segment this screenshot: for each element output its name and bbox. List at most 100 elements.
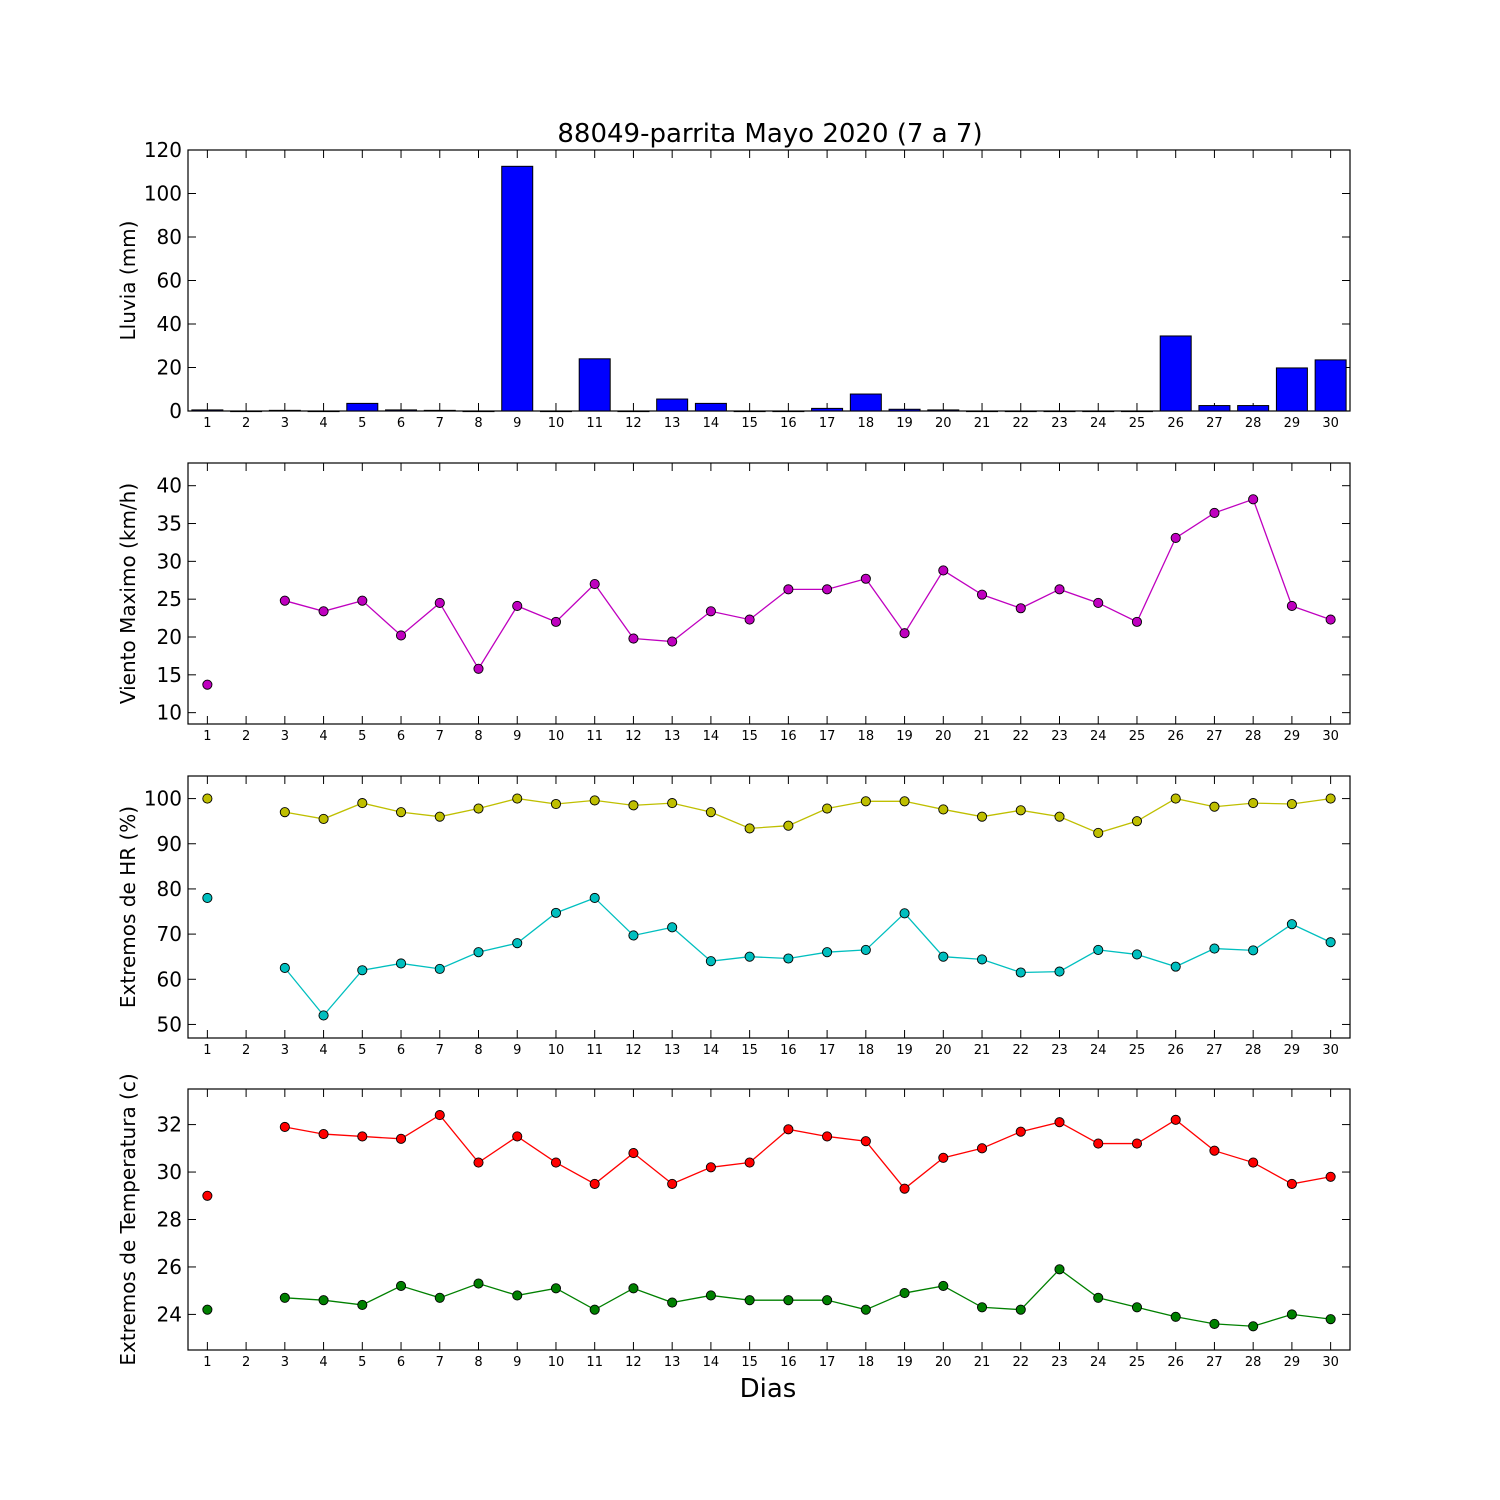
data-point (1054, 1264, 1065, 1275)
data-point (1248, 1157, 1259, 1168)
data-point (1209, 1145, 1220, 1156)
data-point (667, 1297, 678, 1308)
x-tick-label: 14 (703, 1043, 720, 1058)
x-tick-label: 22 (1012, 416, 1029, 431)
x-tick-label: 26 (1167, 1043, 1184, 1058)
data-point (822, 1131, 833, 1142)
data-point (318, 1295, 329, 1306)
x-tick-label: 16 (780, 1043, 797, 1058)
data-point (279, 807, 290, 818)
y-tick-label: 26 (157, 1255, 182, 1279)
data-point (395, 1133, 407, 1144)
data-point (1325, 793, 1336, 804)
series-line (284, 498, 1331, 671)
data-point (1209, 1318, 1220, 1329)
x-tick-label: 8 (474, 1355, 482, 1370)
data-point (1170, 961, 1181, 972)
x-tick-label: 13 (664, 416, 681, 431)
x-tick-label: 23 (1051, 1043, 1068, 1058)
data-point (744, 1157, 755, 1168)
data-point (550, 798, 562, 810)
data-point (744, 1295, 755, 1306)
data-point (822, 947, 833, 958)
x-tick-label: 3 (281, 1043, 289, 1058)
x-tick-label: 13 (664, 729, 681, 744)
x-tick-label: 21 (974, 1355, 991, 1370)
data-point (1015, 1126, 1026, 1137)
y-tick-label: 15 (157, 663, 182, 687)
x-tick-label: 14 (703, 729, 720, 744)
data-point (589, 1304, 600, 1315)
data-point (279, 1292, 290, 1303)
data-point (1286, 600, 1297, 612)
y-axis-label: Extremos de Temperatura (c) (116, 1073, 140, 1365)
y-tick-label: 60 (157, 967, 182, 991)
x-tick-label: 2 (242, 1043, 250, 1058)
data-point (938, 804, 949, 815)
data-point (783, 1124, 794, 1135)
bar (694, 402, 727, 412)
bar (927, 409, 960, 412)
data-point (318, 1010, 329, 1021)
x-tick-label: 17 (819, 729, 836, 744)
x-tick-label: 12 (625, 729, 642, 744)
x-tick-label: 25 (1129, 1043, 1146, 1058)
x-tick-label: 13 (664, 1355, 681, 1370)
x-tick-label: 23 (1051, 1355, 1068, 1370)
data-point (899, 1288, 910, 1299)
bar (617, 410, 650, 413)
data-point (1209, 943, 1220, 954)
x-tick-label: 27 (1206, 1355, 1223, 1370)
x-tick-label: 24 (1090, 416, 1107, 431)
data-point (976, 954, 988, 965)
series-line (284, 1268, 1331, 1327)
data-point (357, 1131, 368, 1142)
bar (1314, 359, 1347, 412)
x-tick-label: 4 (319, 416, 327, 431)
x-tick-label: 1 (203, 416, 211, 431)
data-point (1131, 1138, 1143, 1149)
plot-frame (187, 1088, 1351, 1351)
y-tick-label: 60 (157, 269, 182, 293)
data-point (512, 938, 523, 949)
x-tick-label: 22 (1012, 1043, 1029, 1058)
x-tick-label: 18 (858, 729, 875, 744)
data-point (589, 795, 600, 806)
bar (849, 393, 882, 412)
data-point (976, 1143, 988, 1154)
data-point (938, 951, 949, 962)
x-tick-label: 16 (780, 416, 797, 431)
y-axis-label: Viento Maximo (km/h) (116, 483, 140, 704)
data-point (357, 965, 368, 976)
data-point (1093, 944, 1104, 955)
x-tick-label: 1 (203, 1043, 211, 1058)
x-tick-label: 7 (436, 1355, 444, 1370)
x-tick-label: 9 (513, 1043, 521, 1058)
x-tick-label: 11 (586, 1355, 603, 1370)
data-point (1248, 494, 1259, 505)
x-tick-label: 15 (741, 1355, 758, 1370)
y-tick-label: 10 (157, 701, 182, 725)
data-point (473, 1157, 484, 1168)
bar (811, 407, 844, 412)
x-tick-label: 29 (1284, 1043, 1301, 1058)
bar (385, 409, 418, 412)
data-point (512, 600, 523, 612)
x-tick-label: 10 (548, 1043, 565, 1058)
bar (1004, 410, 1037, 413)
data-point (628, 930, 639, 941)
bar (656, 398, 689, 412)
data-point (667, 798, 678, 809)
data-point (899, 1183, 910, 1194)
bar (462, 410, 495, 413)
data-point (705, 1290, 716, 1301)
data-point (550, 1283, 562, 1294)
x-tick-label: 6 (397, 1043, 405, 1058)
y-tick-label: 20 (157, 356, 182, 380)
bar (578, 358, 611, 412)
x-tick-label: 25 (1129, 1355, 1146, 1370)
data-point (589, 892, 600, 904)
y-axis-label: Extremos de HR (%) (116, 806, 140, 1008)
